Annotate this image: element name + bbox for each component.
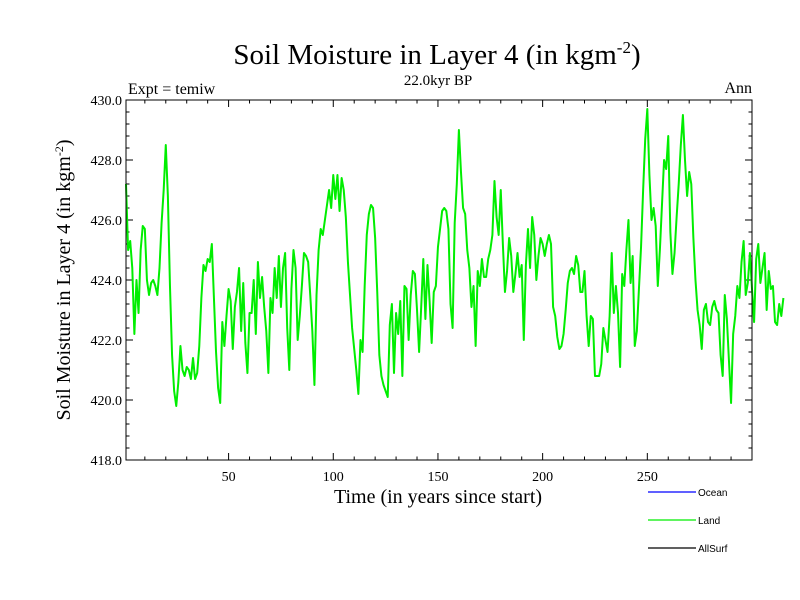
legend-label-land: Land <box>698 516 720 527</box>
y-axis-label: Soil Moisture in Layer 4 (in kgm-2) <box>52 139 75 420</box>
x-tick-label: 150 <box>427 470 448 485</box>
x-tick-label: 100 <box>323 470 344 485</box>
legend-label-allsurf: AllSurf <box>698 544 728 555</box>
y-tick-label: 430.0 <box>91 94 123 109</box>
chart-subtitle: 22.0kyr BP <box>404 73 472 89</box>
series-group <box>125 108 785 407</box>
plot-frame <box>125 99 753 461</box>
x-axis-label: Time (in years since start) <box>334 486 542 508</box>
y-axis-label-sup: -2 <box>52 146 66 156</box>
y-tick-label: 428.0 <box>91 154 123 169</box>
season-label: Ann <box>724 80 752 97</box>
chart-title-close: ) <box>631 39 641 71</box>
legend-label-ocean: Ocean <box>698 488 727 499</box>
x-tick-label: 50 <box>222 470 236 485</box>
chart-title: Soil Moisture in Layer 4 (in kgm-2) <box>233 38 640 71</box>
axis-tick-labels: 418.0 420.0 422.0 424.0 426.0 428.0 430.0 50 100… <box>91 94 658 485</box>
y-tick-label: 422.0 <box>91 334 123 349</box>
legend: Ocean Land AllSurf <box>648 488 728 555</box>
y-tick-label: 426.0 <box>91 214 123 229</box>
series-line-land <box>125 108 785 407</box>
x-tick-label: 250 <box>637 470 658 485</box>
y-tick-label: 420.0 <box>91 394 123 409</box>
expt-label: Expt = temiw <box>128 81 216 98</box>
y-axis-label-close: ) <box>53 139 75 146</box>
x-tick-label: 200 <box>532 470 553 485</box>
chart-title-sup: -2 <box>617 38 631 57</box>
y-tick-label: 424.0 <box>91 274 123 289</box>
y-tick-label: 418.0 <box>91 454 123 469</box>
